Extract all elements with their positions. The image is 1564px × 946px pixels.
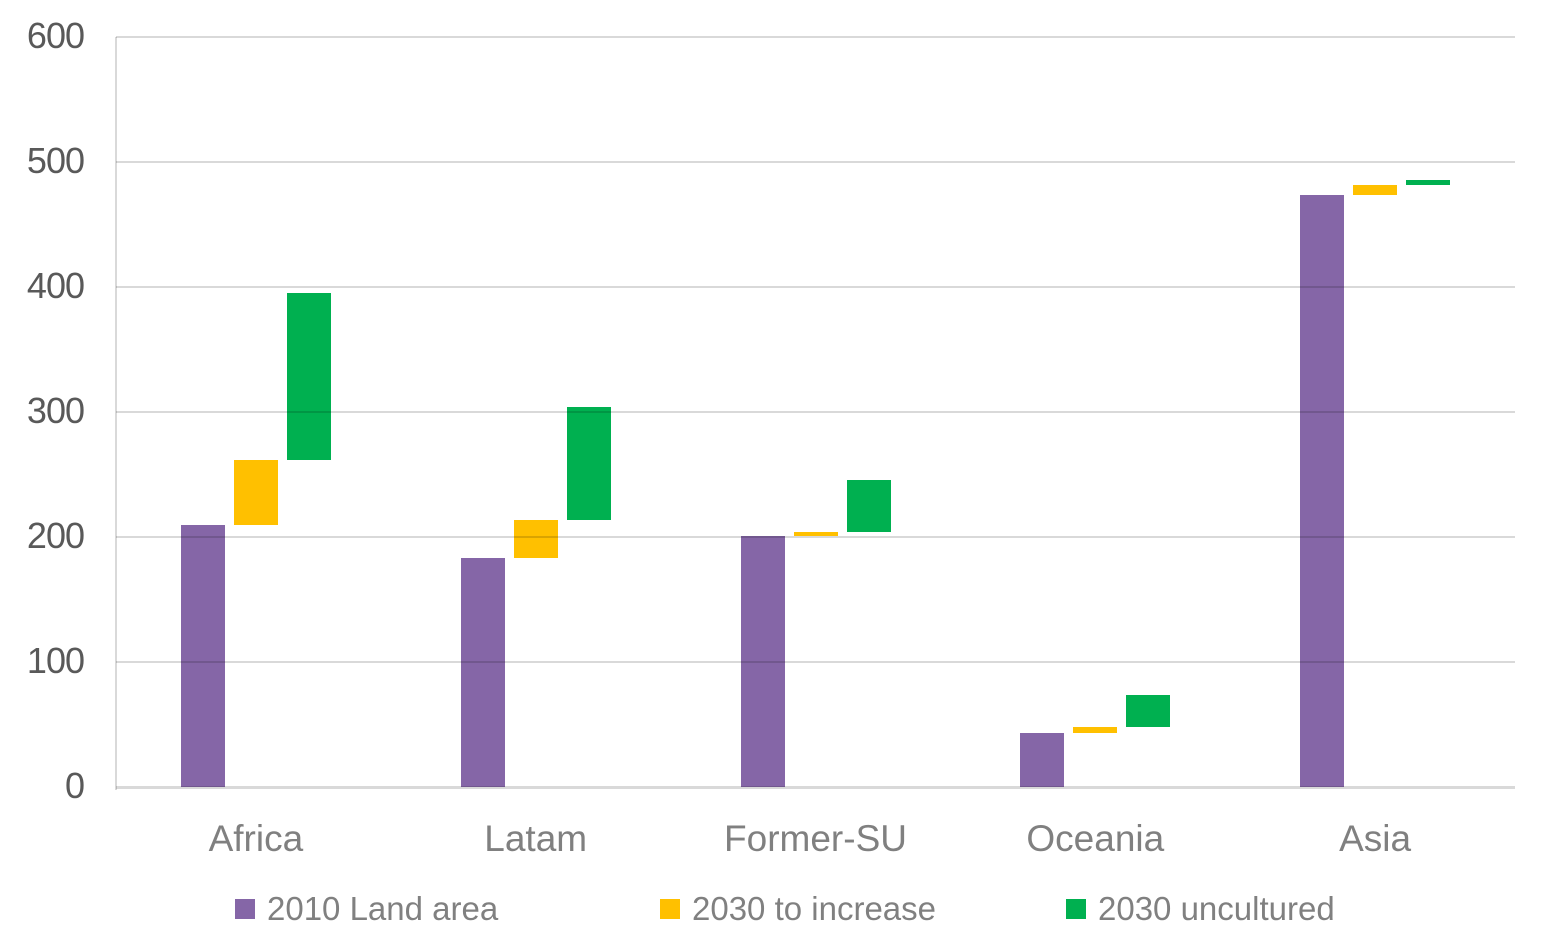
x-tick-label-latam: Latam <box>484 818 588 859</box>
y-tick-label-100: 100 <box>26 640 85 682</box>
x-tick-label-asia: Asia <box>1339 818 1412 859</box>
bar-2030-to-increase-latam <box>513 519 558 559</box>
legend-entry-2010-land-area: 2010 Land area <box>235 890 498 928</box>
legend-label: 2030 to increase <box>692 890 937 927</box>
bar-2010-land-area-oceania <box>1020 733 1065 787</box>
y-axis-line <box>115 37 117 790</box>
bar-2030-uncultured-oceania <box>1126 694 1171 727</box>
legend-entry-2030-to-increase: 2030 to increase <box>660 890 936 928</box>
bar-2030-uncultured-former-su <box>846 479 891 532</box>
legend-swatch-icon <box>1066 899 1086 919</box>
y-tick-label-300: 300 <box>26 390 85 432</box>
bar-2030-to-increase-africa <box>233 459 278 525</box>
bar-2010-land-area-former-su <box>740 535 785 787</box>
legend-entry-2030-uncultured: 2030 uncultured <box>1066 890 1335 928</box>
bar-2030-uncultured-asia <box>1406 179 1451 185</box>
x-tick-label-africa: Africa <box>208 818 304 859</box>
y-tick-label-0: 0 <box>64 765 85 807</box>
bar-2030-to-increase-oceania <box>1073 727 1118 734</box>
bar-2030-uncultured-africa <box>286 293 331 460</box>
x-tick-label-former-su: Former-SU <box>724 818 907 859</box>
y-tick-label-600: 600 <box>26 15 85 57</box>
bar-2030-uncultured-latam <box>566 407 611 520</box>
bar-2030-to-increase-former-su <box>793 532 838 536</box>
y-tick-label-500: 500 <box>26 140 85 182</box>
bar-2010-land-area-asia <box>1300 194 1345 787</box>
bar-2010-land-area-africa <box>180 524 225 787</box>
y-tick-label-400: 400 <box>26 265 85 307</box>
bar-2030-to-increase-asia <box>1353 184 1398 195</box>
legend-label: 2010 Land area <box>267 890 499 927</box>
y-tick-label-200: 200 <box>26 515 85 557</box>
bar-2010-land-area-latam <box>460 558 505 787</box>
legend-swatch-icon <box>660 899 680 919</box>
x-tick-label-oceania: Oceania <box>1026 818 1165 859</box>
legend-swatch-icon <box>235 899 255 919</box>
legend-label: 2030 uncultured <box>1098 890 1335 927</box>
